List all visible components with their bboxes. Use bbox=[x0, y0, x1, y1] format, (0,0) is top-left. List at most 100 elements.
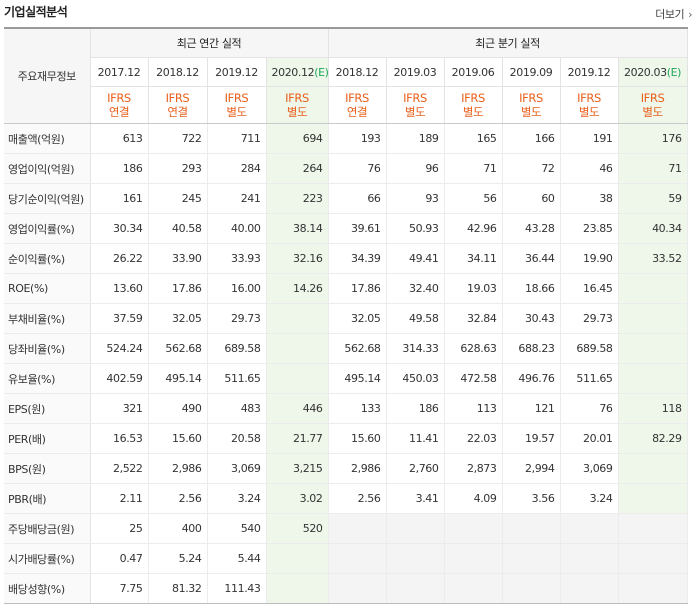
table-cell: 3.24 bbox=[560, 483, 619, 514]
table-cell: 34.39 bbox=[327, 243, 387, 274]
table-cell: 20.01 bbox=[560, 423, 619, 454]
table-cell: 56 bbox=[444, 183, 503, 214]
table-cell bbox=[327, 513, 387, 544]
table-row: 영업이익(억원) 186 293 284 264 76 96 71 72 46 71 bbox=[4, 153, 688, 184]
table-cell: 40.58 bbox=[148, 213, 208, 244]
consolidation-label: 별도 bbox=[520, 105, 542, 119]
table-cell: 450.03 bbox=[386, 363, 445, 394]
consolidation-label: 연결 bbox=[108, 105, 130, 119]
table-cell: 59 bbox=[618, 183, 688, 214]
accounting-standard: IFRS 연결 bbox=[148, 86, 208, 124]
row-label: 당기순이익(억원) bbox=[4, 183, 91, 214]
table-cell: 33.52 bbox=[618, 243, 688, 274]
table-cell bbox=[502, 543, 561, 574]
accounting-standard: IFRS 연결 bbox=[327, 86, 387, 124]
table-cell: 511.65 bbox=[207, 363, 267, 394]
accounting-standard: IFRS 별도 bbox=[444, 86, 503, 124]
table-cell: 21.77 bbox=[266, 423, 329, 454]
consolidation-label: 연결 bbox=[346, 105, 368, 119]
table-cell: 16.00 bbox=[207, 273, 267, 304]
table-row: ROE(%) 13.60 17.86 16.00 14.26 17.86 32.40 19.0… bbox=[4, 273, 688, 304]
table-cell: 402.59 bbox=[90, 363, 149, 394]
table-cell: 82.29 bbox=[618, 423, 688, 454]
period-header: 2020.03(E) bbox=[618, 57, 688, 87]
table-cell bbox=[386, 513, 445, 544]
table-cell: 524.24 bbox=[90, 333, 149, 364]
table-cell: 22.03 bbox=[444, 423, 503, 454]
table-cell: 66 bbox=[327, 183, 387, 214]
table-cell: 264 bbox=[266, 153, 329, 184]
table-cell: 2,986 bbox=[327, 453, 387, 484]
table-cell: 29.73 bbox=[207, 303, 267, 334]
table-cell: 483 bbox=[207, 393, 267, 424]
row-label: 유보율(%) bbox=[4, 363, 91, 394]
table-cell: 40.34 bbox=[618, 213, 688, 244]
table-cell: 30.43 bbox=[502, 303, 561, 334]
table-cell: 38.14 bbox=[266, 213, 329, 244]
accounting-standard: IFRS 별도 bbox=[266, 86, 329, 124]
table-cell: 722 bbox=[148, 123, 208, 154]
table-cell: 472.58 bbox=[444, 363, 503, 394]
period-label: 2020.12 bbox=[271, 65, 315, 79]
table-cell: 96 bbox=[386, 153, 445, 184]
row-label: 주당배당금(원) bbox=[4, 513, 91, 544]
table-cell: 11.41 bbox=[386, 423, 445, 454]
period-header: 2019.12 bbox=[207, 57, 267, 87]
consolidation-label: 별도 bbox=[578, 105, 600, 119]
table-row: BPS(원) 2,522 2,986 3,069 3,215 2,986 2,760 2,87… bbox=[4, 453, 688, 484]
accounting-standard: IFRS 별도 bbox=[386, 86, 445, 124]
table-cell: 446 bbox=[266, 393, 329, 424]
table-cell bbox=[618, 453, 688, 484]
table-cell: 38 bbox=[560, 183, 619, 214]
table-cell: 39.61 bbox=[327, 213, 387, 244]
table-row: 영업이익률(%) 30.34 40.58 40.00 38.14 39.61 50.93 42… bbox=[4, 213, 688, 244]
table-cell: 400 bbox=[148, 513, 208, 544]
period-label: 2018.12 bbox=[335, 65, 379, 79]
table-row: PER(배) 16.53 15.60 20.58 21.77 15.60 11.41 22.0… bbox=[4, 423, 688, 454]
consolidation-label: 별도 bbox=[226, 105, 247, 119]
table-cell: 111.43 bbox=[207, 573, 267, 604]
accounting-standard: IFRS 별도 bbox=[618, 86, 688, 124]
accounting-standard: IFRS 연결 bbox=[90, 86, 149, 124]
table-cell: 176 bbox=[618, 123, 688, 154]
more-link[interactable]: 더보기 › bbox=[655, 6, 692, 22]
table-cell: 32.84 bbox=[444, 303, 503, 334]
table-cell: 186 bbox=[386, 393, 445, 424]
table-cell: 30.34 bbox=[90, 213, 149, 244]
table-cell: 186 bbox=[90, 153, 149, 184]
table-cell: 19.90 bbox=[560, 243, 619, 274]
table-row: 주당배당금(원) 25 400 540 520 bbox=[4, 513, 688, 544]
table-cell: 613 bbox=[90, 123, 149, 154]
group-quarterly: 최근 분기 실적 bbox=[327, 27, 688, 58]
table-cell: 81.32 bbox=[148, 573, 208, 604]
period-header: 2018.12 bbox=[327, 57, 387, 87]
table-cell bbox=[266, 543, 329, 574]
standard-label: IFRS bbox=[461, 91, 485, 105]
table-cell: 25 bbox=[90, 513, 149, 544]
accounting-standard: IFRS 별도 bbox=[207, 86, 267, 124]
table-cell: 29.73 bbox=[560, 303, 619, 334]
table-cell: 71 bbox=[618, 153, 688, 184]
row-label: 매출액(억원) bbox=[4, 123, 91, 154]
table-cell: 495.14 bbox=[327, 363, 387, 394]
table-cell: 113 bbox=[444, 393, 503, 424]
table-cell: 42.96 bbox=[444, 213, 503, 244]
standard-label: IFRS bbox=[345, 91, 369, 105]
table-cell: 13.60 bbox=[90, 273, 149, 304]
table-cell bbox=[618, 483, 688, 514]
table-cell: 165 bbox=[444, 123, 503, 154]
table-cell: 490 bbox=[148, 393, 208, 424]
table-cell: 496.76 bbox=[502, 363, 561, 394]
period-label: 2019.12 bbox=[215, 65, 258, 79]
accounting-standard: IFRS 별도 bbox=[560, 86, 619, 124]
table-cell: 511.65 bbox=[560, 363, 619, 394]
table-cell: 15.60 bbox=[327, 423, 387, 454]
consolidation-label: 별도 bbox=[462, 105, 484, 119]
table-cell: 5.44 bbox=[207, 543, 267, 574]
row-label: PBR(배) bbox=[4, 483, 91, 514]
table-cell: 2.11 bbox=[90, 483, 149, 514]
row-label: 부채비율(%) bbox=[4, 303, 91, 334]
table-row: 당기순이익(억원) 161 245 241 223 66 93 56 60 38 59 bbox=[4, 183, 688, 214]
table-cell: 17.86 bbox=[327, 273, 387, 304]
row-label: EPS(원) bbox=[4, 393, 91, 424]
